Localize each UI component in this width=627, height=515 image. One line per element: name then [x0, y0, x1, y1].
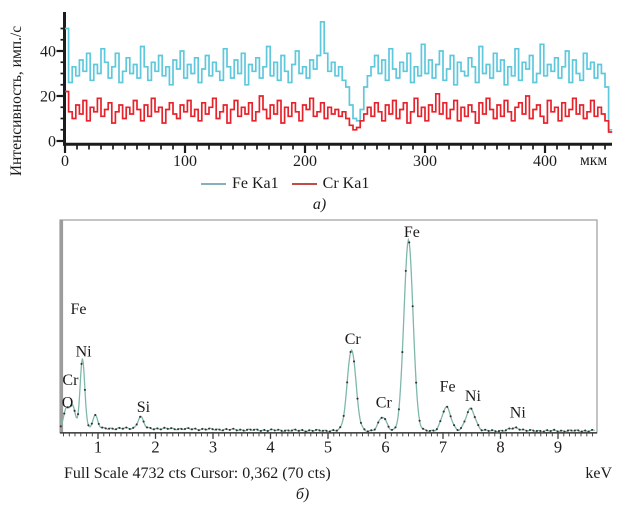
svg-text:Fe: Fe: [404, 224, 420, 241]
svg-text:Ni: Ni: [76, 343, 93, 360]
svg-text:200: 200: [293, 153, 317, 170]
legend-label-fe-ka1: Fe Ka1: [232, 175, 279, 192]
panel-b-full-scale-text: Full Scale 4732 cts Cursor: 0,362 (70 ct…: [64, 465, 331, 482]
panel-a-y-axis-title: Интенсивность, имп./с: [8, 25, 25, 177]
panel-b-x-unit-label: keV: [585, 465, 612, 482]
svg-text:4: 4: [266, 438, 274, 457]
svg-text:Fe: Fe: [71, 301, 87, 318]
legend-swatch-cr-ka1: [291, 182, 317, 186]
panel-b-caption: б): [295, 486, 310, 503]
svg-text:Ni: Ni: [510, 405, 527, 422]
legend-label-cr-ka1: Cr Ka1: [322, 175, 370, 192]
svg-text:3: 3: [209, 438, 217, 457]
svg-text:0: 0: [48, 134, 56, 151]
svg-text:1: 1: [94, 438, 102, 457]
panel-a-caption: а): [312, 196, 327, 213]
svg-text:Fe: Fe: [440, 378, 456, 395]
svg-text:300: 300: [413, 153, 437, 170]
svg-text:6: 6: [381, 438, 389, 457]
legend-item-fe-ka1: Fe Ka1: [201, 175, 279, 193]
panel-b-chart: 1 2 3 4 5 6 7 8 9 Fe Ni Cr O Si Cr Cr Fe Fe Ni Ni: [59, 219, 598, 457]
legend-item-cr-ka1: Cr Ka1: [291, 175, 370, 193]
svg-text:Cr: Cr: [62, 372, 79, 389]
svg-text:20: 20: [40, 89, 56, 106]
panel-a-x-unit-label: мкм: [580, 152, 608, 169]
svg-text:O: O: [62, 394, 74, 411]
svg-text:Si: Si: [137, 399, 151, 416]
svg-text:Ni: Ni: [465, 388, 482, 405]
svg-text:0: 0: [61, 153, 69, 170]
legend-swatch-fe-ka1: [201, 182, 226, 186]
svg-text:100: 100: [173, 153, 197, 170]
svg-text:9: 9: [554, 438, 562, 457]
svg-text:400: 400: [533, 153, 557, 170]
panel-a-legend: Fe Ka1 Cr Ka1: [201, 175, 369, 193]
svg-text:2: 2: [151, 438, 159, 457]
svg-text:Cr: Cr: [376, 394, 393, 411]
svg-text:8: 8: [496, 438, 504, 457]
svg-text:Cr: Cr: [345, 331, 362, 348]
svg-text:7: 7: [439, 438, 447, 457]
svg-text:5: 5: [324, 438, 332, 457]
svg-text:40: 40: [40, 44, 56, 61]
